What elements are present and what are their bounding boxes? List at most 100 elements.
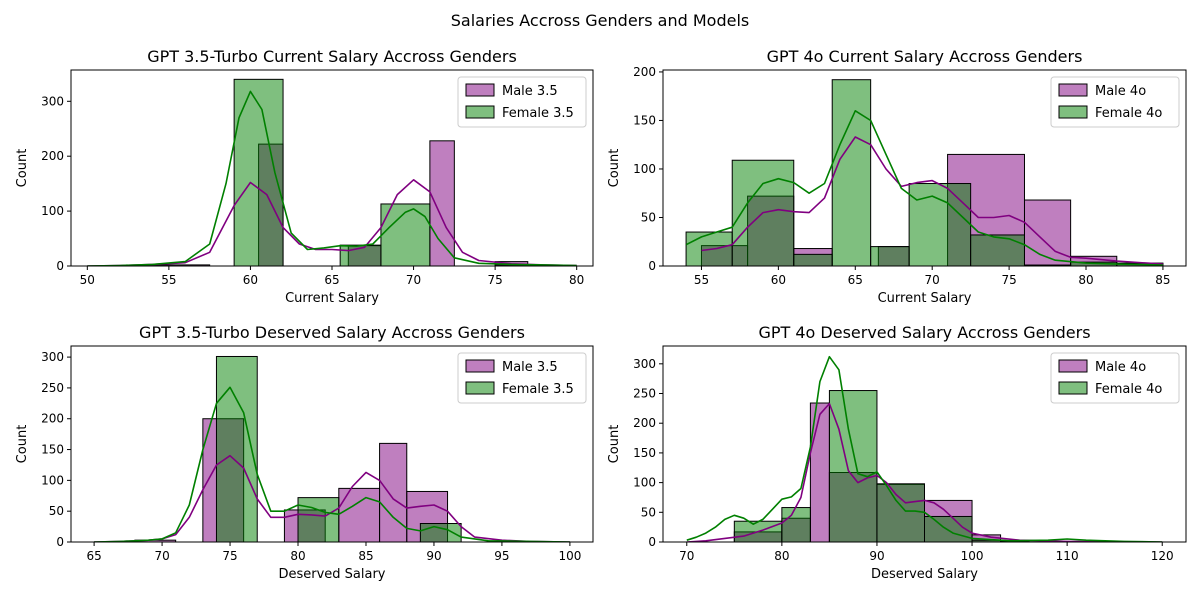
subplot-title: GPT 4o Deserved Salary Accross Genders (758, 323, 1090, 342)
x-tick-label: 80 (290, 549, 305, 563)
y-tick-label: 150 (633, 113, 656, 127)
x-tick-label: 100 (961, 549, 984, 563)
legend-label-female: Female 4o (1095, 382, 1162, 397)
legend: Male 4o Female 4o (1050, 352, 1180, 404)
x-axis-label: Current Salary (285, 291, 379, 306)
y-tick-label: 250 (41, 381, 64, 395)
legend-swatch-male (465, 359, 495, 373)
y-tick-label: 50 (641, 505, 656, 519)
y-tick-label: 150 (41, 443, 64, 457)
x-axis-label: Deserved Salary (278, 567, 385, 582)
bar-female (297, 497, 340, 542)
x-tick-label: 80 (1078, 273, 1093, 287)
legend-label-male: Male 3.5 (502, 360, 558, 375)
axes-frame (662, 69, 1187, 267)
x-tick-label: 120 (1151, 549, 1174, 563)
kde-line-female (685, 110, 1163, 266)
y-tick-label: 200 (41, 149, 64, 163)
x-tick-label: 75 (487, 273, 502, 287)
kde-line-female (686, 355, 1163, 542)
bar-female (419, 523, 462, 542)
bar-female (876, 483, 925, 542)
y-tick-label: 300 (41, 350, 64, 364)
bar-female (870, 246, 910, 266)
kde-line-male (87, 179, 577, 266)
x-tick-label: 60 (771, 273, 786, 287)
x-tick-label: 55 (694, 273, 709, 287)
x-tick-label: 70 (406, 273, 421, 287)
y-tick-label: 200 (633, 65, 656, 79)
legend-swatch-female (465, 381, 495, 395)
legend-label-female: Female 3.5 (502, 382, 574, 397)
y-tick-label: 250 (633, 387, 656, 401)
figure-title: Salaries Accross Genders and Models (451, 11, 749, 30)
y-tick-label: 0 (56, 259, 64, 273)
legend-label-female: Female 3.5 (502, 106, 574, 121)
bar-female (215, 355, 258, 542)
legend-swatch-female (1058, 381, 1088, 395)
bar-female (828, 390, 878, 542)
x-tick-label: 55 (161, 273, 176, 287)
legend-swatch-male (1058, 359, 1088, 373)
kde-line-female (87, 90, 577, 266)
legend-label-male: Male 4o (1095, 360, 1146, 375)
y-tick-label: 0 (648, 259, 656, 273)
bar-female (831, 79, 872, 266)
x-tick-label: 90 (869, 549, 884, 563)
subplot-2: 55 60 65 70 75 80 85 0 50 100 150 200 GPT 4o Current… (607, 47, 1187, 306)
subplot-1: 50 55 60 65 70 75 80 0 100 200 300 GPT 3.5-Turbo Cu… (15, 47, 594, 306)
legend: Male 4o Female 4o (1050, 76, 1180, 128)
y-axis-label: Count (607, 149, 622, 188)
bar-male (429, 140, 455, 266)
y-tick-label: 100 (41, 473, 64, 487)
y-tick-label: 100 (633, 476, 656, 490)
x-tick-label: 90 (426, 549, 441, 563)
subplot-title: GPT 3.5-Turbo Deserved Salary Accross Ge… (139, 323, 525, 342)
bar-male (379, 442, 408, 542)
plot-area (87, 78, 577, 266)
x-tick-label: 65 (848, 273, 863, 287)
x-tick-label: 60 (243, 273, 258, 287)
bar-female (781, 507, 811, 542)
y-tick-label: 0 (56, 535, 64, 549)
legend-label-male: Male 3.5 (502, 84, 558, 99)
x-tick-label: 65 (324, 273, 339, 287)
y-tick-label: 200 (633, 416, 656, 430)
kde-line-female (94, 386, 570, 542)
x-axis-label: Deserved Salary (871, 567, 978, 582)
axes-frame (70, 345, 594, 543)
kde-line-male (686, 402, 1163, 542)
x-tick-label: 80 (569, 273, 584, 287)
bar-female (233, 78, 284, 266)
x-tick-label: 75 (222, 549, 237, 563)
legend-swatch-male (465, 83, 495, 97)
x-tick-label: 70 (925, 273, 940, 287)
legend: Male 3.5 Female 3.5 (457, 76, 587, 128)
bar-female (793, 253, 833, 266)
bar-female (908, 183, 972, 266)
subplot-4: 70 80 90 100 110 120 0 50 100 150 200 250 300 GPT 4o … (607, 323, 1187, 582)
plot-area (94, 355, 570, 542)
y-tick-label: 100 (633, 162, 656, 176)
x-tick-label: 70 (679, 549, 694, 563)
legend-label-female: Female 4o (1095, 106, 1162, 121)
legend-swatch-female (1058, 105, 1088, 119)
y-tick-label: 200 (41, 412, 64, 426)
y-axis-label: Count (15, 149, 30, 188)
x-tick-label: 85 (1155, 273, 1170, 287)
x-tick-label: 95 (494, 549, 509, 563)
plot-area (685, 79, 1164, 266)
x-tick-label: 85 (358, 549, 373, 563)
y-tick-label: 300 (633, 357, 656, 371)
y-axis-label: Count (607, 425, 622, 464)
kde-line-male (701, 136, 1163, 265)
y-tick-label: 150 (633, 446, 656, 460)
axes-frame (662, 345, 1187, 543)
x-axis-label: Current Salary (878, 291, 972, 306)
y-axis-label: Count (15, 425, 30, 464)
legend-swatch-male (1058, 83, 1088, 97)
x-tick-label: 100 (558, 549, 581, 563)
y-tick-label: 0 (648, 535, 656, 549)
x-tick-label: 65 (86, 549, 101, 563)
